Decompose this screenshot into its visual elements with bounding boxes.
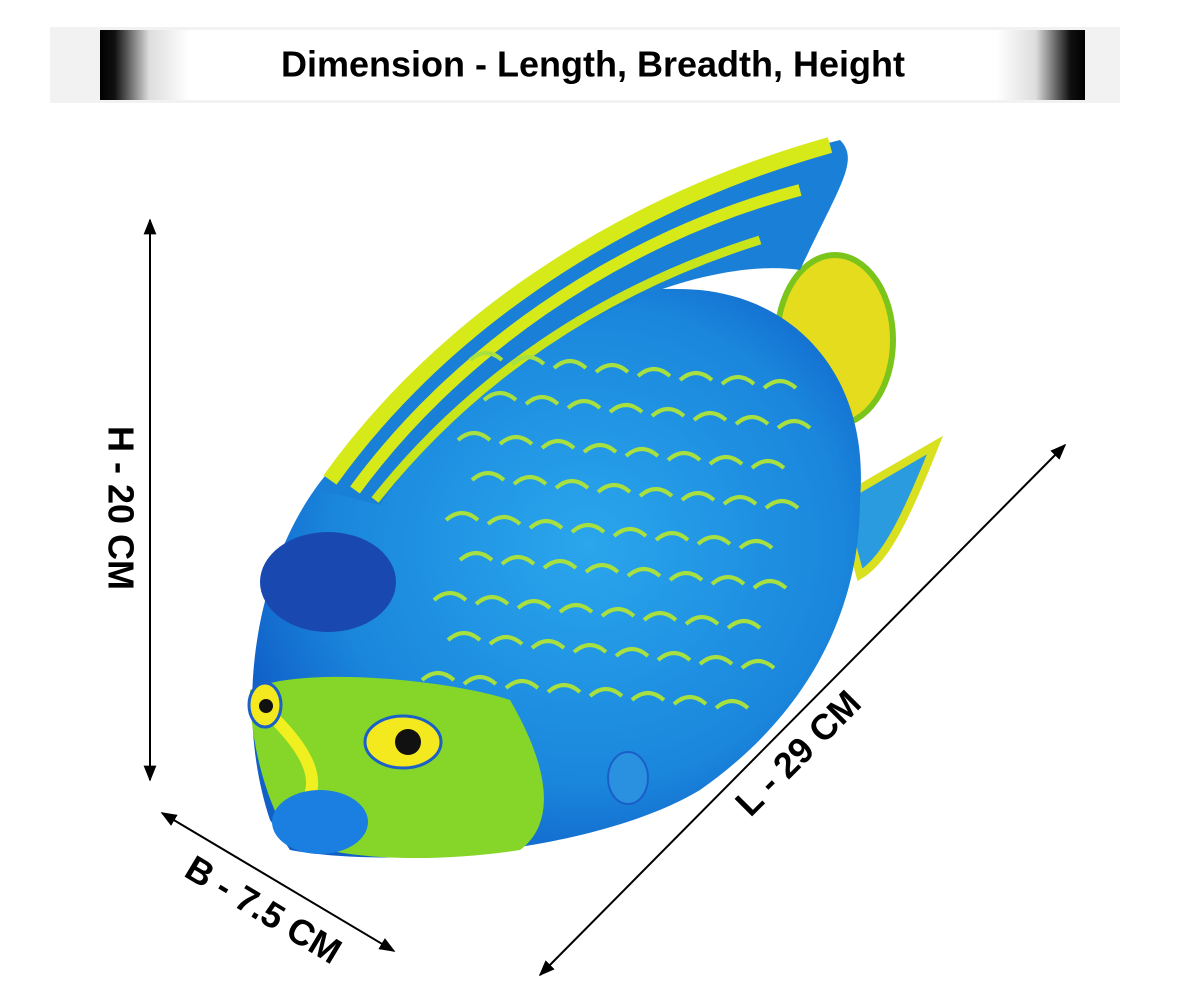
- height-label: H - 20 CM: [100, 426, 141, 590]
- side-fin: [607, 751, 649, 805]
- scale: [524, 395, 560, 406]
- scale: [470, 471, 506, 482]
- scale: [594, 363, 630, 374]
- scale: [444, 511, 480, 522]
- scale: [482, 391, 518, 402]
- scale: [500, 555, 536, 566]
- fish-toy: [247, 137, 944, 859]
- fin-stripe: [371, 235, 762, 503]
- scale: [504, 679, 540, 690]
- banner: [100, 30, 1085, 100]
- scale: [636, 367, 672, 378]
- scale: [446, 631, 482, 642]
- scale: [608, 403, 644, 414]
- scale: [762, 379, 798, 390]
- scale: [432, 591, 468, 602]
- scale: [488, 635, 524, 646]
- scale: [420, 671, 456, 682]
- scale: [552, 359, 588, 370]
- scale: [510, 355, 546, 366]
- scale: [720, 375, 756, 386]
- pupil: [259, 699, 273, 713]
- scale: [734, 415, 770, 426]
- scale: [498, 435, 534, 446]
- banner-title: Dimension - Length, Breadth, Height: [281, 44, 905, 85]
- breadth-arrow: [160, 812, 396, 952]
- scale: [462, 675, 498, 686]
- scale: [566, 399, 602, 410]
- scale: [486, 515, 522, 526]
- head-spot: [260, 532, 396, 632]
- fin-stripe: [350, 184, 802, 494]
- scale: [468, 351, 504, 362]
- scale: [776, 419, 812, 430]
- scale: [692, 411, 728, 422]
- scale: [678, 371, 714, 382]
- scale: [474, 595, 510, 606]
- scale: [458, 551, 494, 562]
- mouth: [272, 790, 368, 854]
- scale: [456, 431, 492, 442]
- scale: [650, 407, 686, 418]
- fin-stripe: [323, 137, 833, 485]
- length-arrow: [538, 443, 1067, 977]
- pupil: [395, 729, 421, 755]
